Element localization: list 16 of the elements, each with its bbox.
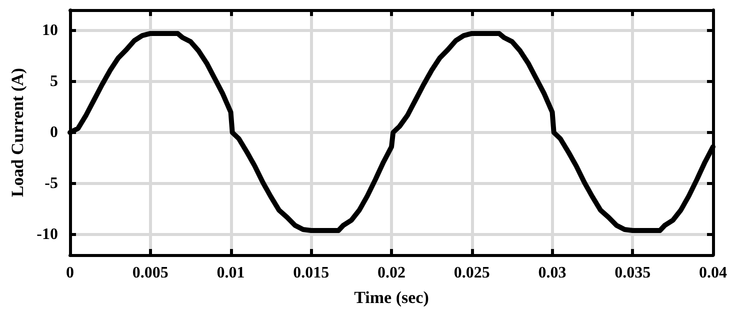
y-tick-label: -10 (36, 226, 58, 244)
y-axis-title: Load Current (A) (8, 68, 27, 198)
x-tick-label: 0.02 (378, 264, 406, 282)
x-tick-label: 0.04 (699, 264, 727, 282)
x-tick-label: 0.025 (454, 264, 490, 282)
x-tick-label: 0.015 (293, 264, 330, 282)
y-tick-label: 10 (42, 22, 58, 39)
y-tick-label: 5 (50, 72, 58, 90)
x-tick-label: 0.005 (132, 264, 168, 282)
x-tick-label: 0.035 (614, 264, 651, 282)
x-tick-label: 0.01 (216, 264, 245, 282)
y-tick-label: -5 (44, 175, 58, 192)
x-tick-label: 0.03 (538, 264, 566, 282)
x-axis-title: Time (sec) (354, 288, 429, 307)
x-tick-label: 0 (66, 264, 74, 282)
y-tick-label: 0 (50, 124, 58, 141)
